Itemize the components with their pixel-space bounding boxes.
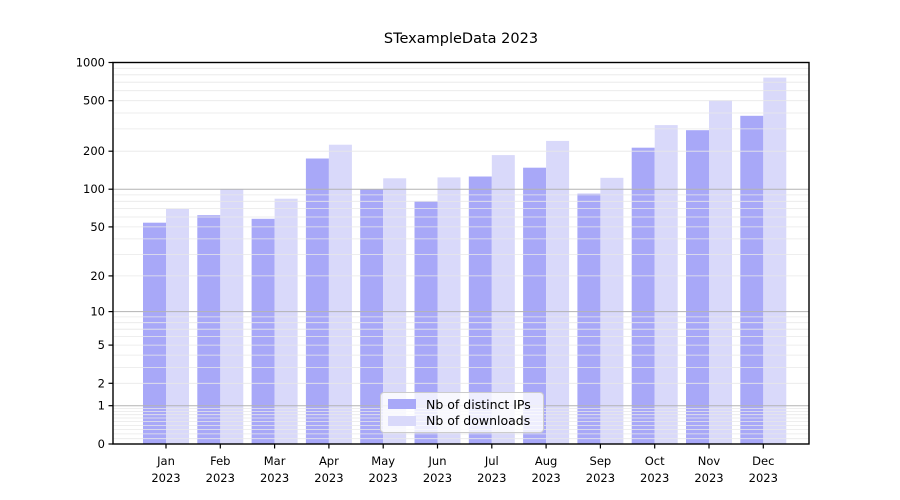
x-tick-label-year: 2023 bbox=[314, 471, 343, 485]
bar-distinct-ips-mar bbox=[251, 218, 275, 444]
bar-downloads-jul bbox=[491, 155, 515, 444]
bar-distinct-ips-jul bbox=[468, 176, 492, 444]
x-tick-label-month: Mar bbox=[264, 454, 286, 468]
y-tick-label: 50 bbox=[90, 220, 105, 234]
x-tick-label-year: 2023 bbox=[206, 471, 235, 485]
x-tick-label-year: 2023 bbox=[640, 471, 669, 485]
bar-downloads-oct bbox=[654, 125, 678, 444]
x-tick-label-year: 2023 bbox=[749, 471, 778, 485]
bar-distinct-ips-apr bbox=[305, 158, 329, 444]
x-tick-label-month: Jan bbox=[156, 454, 175, 468]
legend-label-downloads: Nb of downloads bbox=[426, 413, 531, 429]
legend-swatch-distinct-ips bbox=[388, 399, 416, 410]
y-tick-label: 500 bbox=[83, 94, 105, 108]
y-tick-label: 200 bbox=[83, 144, 105, 158]
legend-item-downloads: Nb of downloads bbox=[388, 413, 536, 428]
bar-distinct-ips-sep bbox=[577, 193, 601, 444]
y-tick-label: 100 bbox=[83, 182, 105, 196]
bar-distinct-ips-oct bbox=[631, 147, 655, 444]
x-tick-label-year: 2023 bbox=[151, 471, 180, 485]
x-tick-label-month: Nov bbox=[698, 454, 721, 468]
x-tick-label-month: Oct bbox=[645, 454, 665, 468]
y-tick-label: 5 bbox=[98, 338, 105, 352]
x-tick-label-month: Dec bbox=[752, 454, 774, 468]
bar-downloads-nov bbox=[709, 100, 732, 444]
x-tick-label-month: Jul bbox=[484, 454, 499, 468]
x-tick-label-month: Feb bbox=[210, 454, 230, 468]
legend-swatch-downloads bbox=[388, 415, 416, 426]
bar-distinct-ips-dec bbox=[740, 115, 764, 445]
bar-downloads-sep bbox=[600, 177, 624, 445]
legend-label-distinct-ips: Nb of distinct IPs bbox=[426, 396, 531, 412]
y-tick-label: 20 bbox=[90, 269, 105, 283]
x-tick-label-year: 2023 bbox=[369, 471, 398, 485]
bar-downloads-apr bbox=[328, 144, 352, 444]
y-tick-label: 1000 bbox=[76, 56, 105, 70]
bar-downloads-jan bbox=[166, 208, 189, 444]
y-tick-label: 2 bbox=[98, 376, 105, 390]
x-tick-label-month: May bbox=[371, 454, 395, 468]
x-tick-label-month: Jun bbox=[428, 454, 447, 468]
bar-downloads-aug bbox=[546, 140, 570, 444]
bar-distinct-ips-aug bbox=[523, 167, 547, 444]
bar-downloads-jun bbox=[437, 177, 461, 444]
bar-distinct-ips-jan bbox=[143, 222, 166, 444]
chart-title: STexampleData 2023 bbox=[383, 31, 539, 47]
x-tick-label-year: 2023 bbox=[477, 471, 506, 485]
x-tick-label-year: 2023 bbox=[586, 471, 615, 485]
y-tick-label: 1 bbox=[98, 399, 105, 413]
bar-downloads-dec bbox=[763, 77, 787, 444]
x-tick-label-month: Apr bbox=[319, 454, 339, 468]
x-tick-label-month: Aug bbox=[535, 454, 557, 468]
x-tick-label-year: 2023 bbox=[694, 471, 723, 485]
x-tick-label-year: 2023 bbox=[423, 471, 452, 485]
x-tick-label-year: 2023 bbox=[260, 471, 289, 485]
y-tick-label: 10 bbox=[90, 305, 105, 319]
x-tick-label-year: 2023 bbox=[531, 471, 560, 485]
bar-distinct-ips-nov bbox=[686, 130, 709, 444]
y-tick-label: 0 bbox=[98, 437, 105, 451]
legend-item-distinct-ips: Nb of distinct IPs bbox=[388, 397, 536, 412]
bar-downloads-mar bbox=[274, 198, 298, 444]
x-tick-label-month: Sep bbox=[590, 454, 612, 468]
legend: Nb of distinct IPs Nb of downloads bbox=[380, 392, 544, 433]
plot-border bbox=[112, 61, 810, 445]
